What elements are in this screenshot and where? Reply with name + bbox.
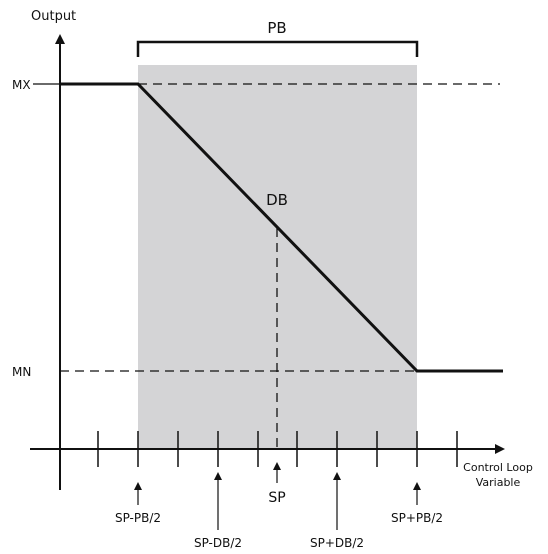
setpoint-label: SP xyxy=(268,490,285,506)
proportional-band-region xyxy=(138,65,417,449)
mx-label: MX xyxy=(12,78,31,92)
sp-minus-half-pb-label: SP-PB/2 xyxy=(115,511,161,525)
y-axis-label: Output xyxy=(31,9,76,24)
x-axis-label-line1: Control Loop xyxy=(463,461,533,474)
db-label: DB xyxy=(266,191,288,209)
sp-minus-half-db-label: SP-DB/2 xyxy=(194,536,242,550)
sp-plus-half-db-label: SP+DB/2 xyxy=(310,536,364,550)
pb-label: PB xyxy=(267,19,286,37)
output-curve xyxy=(60,82,503,373)
x-axis-label-line2: Variable xyxy=(476,476,521,489)
sp-plus-half-pb-label: SP+PB/2 xyxy=(391,511,443,525)
pb-bracket xyxy=(136,40,419,57)
x-axis-ticks xyxy=(97,431,458,467)
mn-label: MN xyxy=(12,365,31,379)
